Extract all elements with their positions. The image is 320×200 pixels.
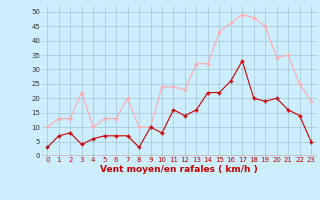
X-axis label: Vent moyen/en rafales ( km/h ): Vent moyen/en rafales ( km/h ) (100, 165, 258, 174)
